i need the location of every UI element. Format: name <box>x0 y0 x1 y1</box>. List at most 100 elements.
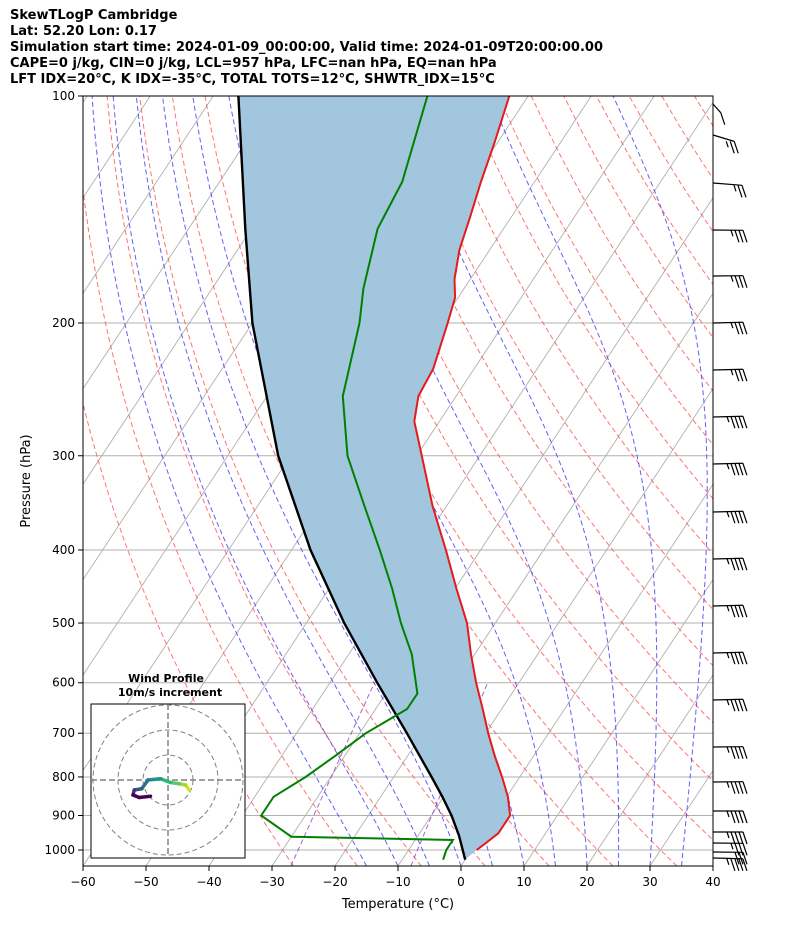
wind-barb-staff <box>712 182 743 186</box>
isotherm-line <box>712 865 713 866</box>
wind-barb-half-flag <box>730 843 734 850</box>
wind-barb-flag <box>720 112 726 125</box>
isotherm-line <box>271 197 713 866</box>
wind-profile-inset: Wind Profile 10m/s increment <box>90 672 246 859</box>
wind-barb-staff <box>712 368 743 371</box>
wind-barb-flag <box>742 558 748 571</box>
y-tick-label: 800 <box>52 770 75 784</box>
wind-barb-flag <box>734 858 740 871</box>
x-tick-label: −10 <box>385 875 410 889</box>
indices-line-1: CAPE=0 j/kg, CIN=0 j/kg, LCL=957 hPa, LF… <box>10 56 497 71</box>
wind-barb-flag <box>734 781 740 794</box>
wind-barb-half-flag <box>726 781 730 788</box>
wind-barb-flag <box>738 810 744 824</box>
wind-barb <box>712 134 739 154</box>
wind-barb <box>712 229 748 243</box>
wind-barb-half-flag <box>726 810 730 818</box>
location-line: Lat: 52.20 Lon: 0.17 <box>10 24 157 39</box>
hodograph-segment <box>146 777 163 782</box>
wind-barb-staff <box>712 134 735 142</box>
wind-barb-flag <box>734 463 740 476</box>
x-tick-label: 10 <box>516 875 531 889</box>
isotherm-line <box>83 96 214 295</box>
x-tick-label: −60 <box>70 875 95 889</box>
wind-barb-staff <box>712 510 743 513</box>
wind-barb <box>712 462 748 476</box>
wind-barb-flag <box>742 746 748 759</box>
dry-adiabat <box>400 96 713 611</box>
cin-shading <box>238 96 511 860</box>
wind-barb-flag <box>734 275 740 288</box>
wind-barb-flag <box>738 699 744 712</box>
wind-barb <box>713 810 748 824</box>
wind-barb-flag <box>742 230 748 243</box>
wind-barb-half-flag <box>725 141 729 148</box>
moist-adiabat <box>91 96 367 866</box>
y-tick-label: 600 <box>52 676 75 690</box>
dry-adiabat <box>83 185 358 866</box>
y-tick-label: 700 <box>52 726 75 740</box>
dry-adiabat <box>498 96 713 446</box>
hodograph-segment <box>137 794 153 800</box>
isotherm-line <box>83 96 88 104</box>
wind-barb-flag <box>734 230 740 243</box>
x-tick-label: −20 <box>322 875 347 889</box>
wind-barb-staff <box>712 321 743 324</box>
wind-barb <box>713 831 748 845</box>
isotherm-line <box>83 96 277 390</box>
mixing-ratio-line <box>290 682 375 866</box>
x-tick-label: −40 <box>196 875 221 889</box>
moist-adiabat <box>612 96 708 866</box>
dewpoint-profile-line <box>259 96 455 861</box>
dry-adiabat <box>139 96 486 866</box>
wind-barb-flag <box>730 781 736 794</box>
wind-barb-flag <box>737 185 743 198</box>
wind-barb-flag <box>738 511 744 524</box>
wind-barb-flag <box>738 781 744 794</box>
wind-barb-half-flag <box>726 858 730 865</box>
wind-barb-flag <box>733 141 739 154</box>
wind-barb-half-flag <box>726 511 730 518</box>
dry-adiabat <box>335 96 713 724</box>
wind-barb-flag <box>730 558 736 571</box>
wind-barb <box>712 698 748 712</box>
x-tick-label: 20 <box>579 875 594 889</box>
wind-barb-half-flag <box>730 275 734 282</box>
isotherm-line <box>776 96 794 866</box>
moist-adiabat <box>326 96 588 866</box>
wind-barb-flag <box>738 416 744 429</box>
dry-adiabat <box>760 96 794 866</box>
wind-barb-flag <box>742 699 748 712</box>
wind-barb-flag <box>738 230 744 243</box>
wind-barb-flag <box>730 463 736 476</box>
moist-adiabat <box>272 96 556 866</box>
y-tick-label: 900 <box>52 809 75 823</box>
wind-barb-flag <box>730 699 736 712</box>
inset-title: Wind Profile <box>128 672 204 685</box>
x-tick-label: 0 <box>457 875 465 889</box>
x-tick-label: 40 <box>705 875 720 889</box>
wind-barb-flag <box>741 185 747 198</box>
wind-barb <box>712 746 748 759</box>
wind-barb-flag <box>742 843 748 856</box>
x-tick-label: −50 <box>133 875 158 889</box>
wind-barb-flag <box>734 831 740 845</box>
wind-barb-flag <box>734 699 740 712</box>
wind-barb <box>712 651 748 665</box>
wind-barb-flag <box>742 463 748 476</box>
wind-barb-flag <box>742 831 748 845</box>
wind-barb-flag <box>738 746 744 759</box>
wind-barb-flag <box>742 810 748 824</box>
wind-barb <box>712 275 748 288</box>
wind-barb-flag <box>742 275 748 288</box>
y-axis-label: Pressure (hPa) <box>19 434 34 527</box>
y-tick-label: 1000 <box>44 843 75 857</box>
wind-barb-flag <box>738 275 744 288</box>
wind-barb-flag <box>734 843 740 856</box>
wind-barb <box>712 557 748 571</box>
x-tick-label: 30 <box>642 875 657 889</box>
wind-barb-flag <box>734 511 740 524</box>
x-axis-label: Temperature (°C) <box>341 897 454 912</box>
wind-barb-half-flag <box>726 416 730 423</box>
wind-barb-flag <box>730 416 736 429</box>
